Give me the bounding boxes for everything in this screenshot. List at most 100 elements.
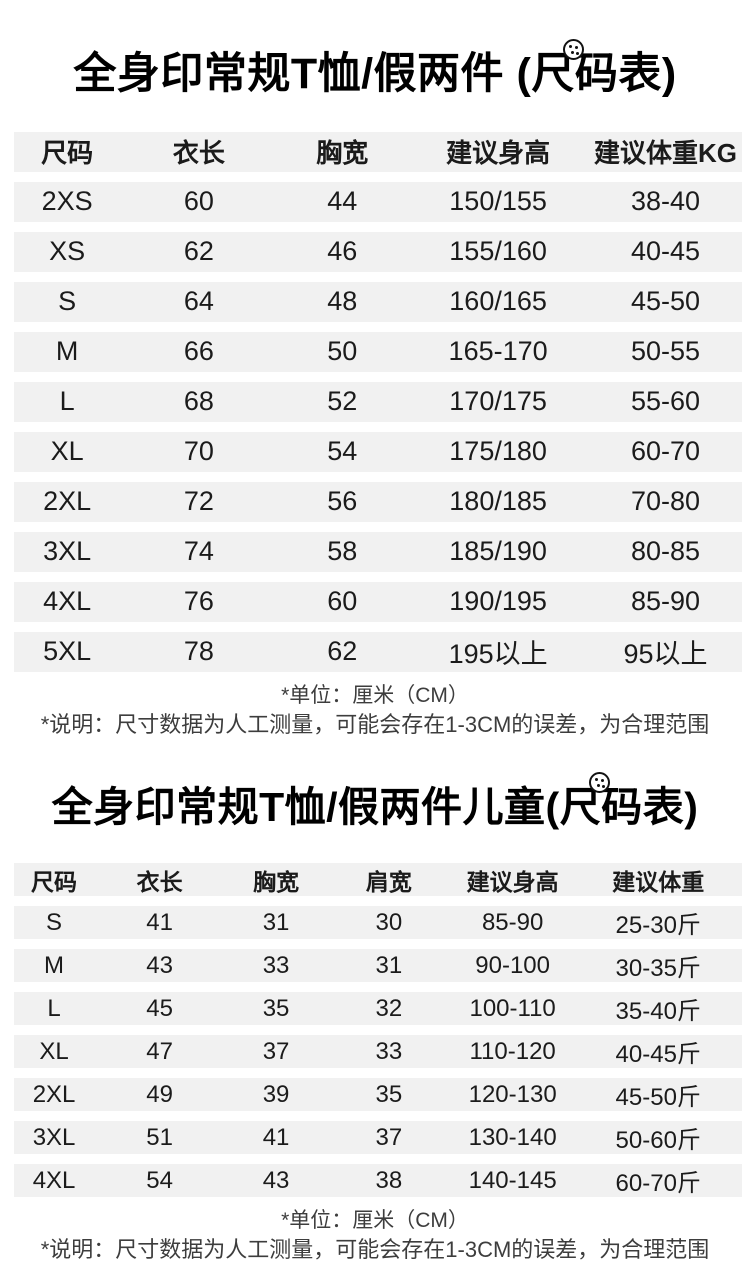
kids-size-table: 尺码 衣长 胸宽 肩宽 建议身高 建议体重 S 41 31 30 85-90 25-30斤 M 43 33 3… xyxy=(14,863,742,1198)
header-cell: 建议体重 xyxy=(612,868,705,895)
data-cell: L xyxy=(59,386,75,417)
data-cell: 80-85 xyxy=(631,536,701,567)
data-cell: 160/165 xyxy=(449,286,547,317)
data-cell: 3XL xyxy=(43,536,92,567)
data-cell: 55-60 xyxy=(631,386,701,417)
data-cell: 66 xyxy=(183,336,214,367)
data-cell: 3XL xyxy=(32,1123,76,1151)
data-cell: 47 xyxy=(146,1037,173,1065)
kids-unit-note: *单位：厘米（CM） xyxy=(281,1209,469,1233)
data-cell: 60-70斤 xyxy=(615,1170,701,1198)
data-cell: 78 xyxy=(183,636,214,667)
logo-badge-icon xyxy=(589,771,611,793)
data-cell: S xyxy=(46,908,63,936)
data-cell: 54 xyxy=(327,436,358,467)
data-cell: M xyxy=(55,336,79,367)
table-header-row: 尺码 衣长 胸宽 建议身高 建议体重KG xyxy=(14,131,742,172)
table-row: 2XL 49 39 35 120-130 45-50斤 xyxy=(14,1078,742,1112)
data-cell: 70-80 xyxy=(631,486,701,517)
data-cell: 62 xyxy=(327,636,358,667)
data-cell: XS xyxy=(49,236,86,267)
data-cell: 64 xyxy=(183,286,214,317)
data-cell: 38-40 xyxy=(631,186,701,217)
data-cell: 51 xyxy=(146,1123,173,1151)
data-cell: 39 xyxy=(262,1080,290,1108)
data-cell: 74 xyxy=(183,536,214,567)
data-cell: 165-170 xyxy=(448,336,548,367)
data-cell: 68 xyxy=(183,386,214,417)
table-header-row: 尺码 衣长 胸宽 肩宽 建议身高 建议体重 xyxy=(14,863,742,897)
adult-size-chart-title: 全身印常规T恤/假两件 (尺 码表) xyxy=(0,29,750,103)
data-cell: 110-120 xyxy=(469,1037,556,1065)
data-cell: 48 xyxy=(327,286,358,317)
data-cell: 37 xyxy=(375,1123,403,1151)
data-cell: 31 xyxy=(375,951,403,979)
data-cell: 50-60斤 xyxy=(615,1127,701,1155)
data-cell: 35 xyxy=(262,994,290,1022)
data-cell: 45 xyxy=(146,994,173,1022)
adult-title-text-post: 码表) xyxy=(574,49,677,98)
kids-notes: *单位：厘米（CM） *说明：尺寸数据为人工测量，可能会存在1-3CM的误差，为… xyxy=(0,1207,750,1265)
data-cell: 190/195 xyxy=(449,586,547,617)
data-cell: 90-100 xyxy=(475,951,550,979)
data-cell: 180/185 xyxy=(449,486,547,517)
data-cell: 46 xyxy=(327,236,358,267)
data-cell: 37 xyxy=(262,1037,290,1065)
data-cell: 35-40斤 xyxy=(615,998,701,1026)
data-cell: 31 xyxy=(262,908,290,936)
data-cell: 25-30斤 xyxy=(615,912,701,940)
header-cell: 尺码 xyxy=(31,868,78,895)
adult-unit-note: *单位：厘米（CM） xyxy=(281,683,469,707)
table-row: M 66 50 165-170 50-55 xyxy=(14,331,742,372)
table-row: 4XL 76 60 190/195 85-90 xyxy=(14,581,742,622)
data-cell: 140-145 xyxy=(468,1166,557,1194)
data-cell: S xyxy=(58,286,77,317)
data-cell: 43 xyxy=(262,1166,290,1194)
data-cell: 35 xyxy=(375,1080,403,1108)
data-cell: 70 xyxy=(183,436,214,467)
data-cell: 150/155 xyxy=(449,186,547,217)
data-cell: 175/180 xyxy=(449,436,547,467)
table-row: S 64 48 160/165 45-50 xyxy=(14,281,742,322)
data-cell: 30 xyxy=(375,908,403,936)
data-cell: 2XS xyxy=(41,186,93,217)
header-cell: 建议体重KG xyxy=(594,138,738,169)
kids-title-text-pre: 全身印常规T恤/假两件儿童( xyxy=(51,783,560,830)
data-cell: 155/160 xyxy=(449,236,547,267)
data-cell: 170/175 xyxy=(449,386,547,417)
data-cell: 195以上 xyxy=(448,639,548,670)
adult-title-text-pre: 全身印常规T恤/假两件 ( xyxy=(73,49,532,98)
data-cell: 43 xyxy=(146,951,173,979)
table-row: XL 47 37 33 110-120 40-45斤 xyxy=(14,1035,742,1069)
data-cell: 50 xyxy=(327,336,358,367)
header-cell: 尺码 xyxy=(41,138,94,169)
table-row: XS 62 46 155/160 40-45 xyxy=(14,231,742,272)
header-cell: 胸宽 xyxy=(316,138,369,169)
kids-size-chart-title: 全身印常规T恤/假两件儿童(尺 码表) xyxy=(0,771,750,836)
header-cell: 衣长 xyxy=(136,868,183,895)
logo-badge-icon xyxy=(562,38,584,60)
data-cell: 95以上 xyxy=(623,639,708,670)
data-cell: 54 xyxy=(146,1166,173,1194)
data-cell: 85-90 xyxy=(631,586,701,617)
table-row: S 41 31 30 85-90 25-30斤 xyxy=(14,906,742,940)
data-cell: M xyxy=(44,951,65,979)
kids-title-text-post: 码表) xyxy=(601,783,699,830)
header-cell: 胸宽 xyxy=(253,868,300,895)
data-cell: 49 xyxy=(146,1080,173,1108)
table-row: M 43 33 31 90-100 30-35斤 xyxy=(14,949,742,983)
data-cell: 5XL xyxy=(43,636,92,667)
table-row: 3XL 74 58 185/190 80-85 xyxy=(14,531,742,572)
data-cell: 33 xyxy=(375,1037,403,1065)
data-cell: 38 xyxy=(375,1166,403,1194)
header-cell: 衣长 xyxy=(172,138,225,169)
data-cell: 41 xyxy=(262,1123,290,1151)
data-cell: 41 xyxy=(146,908,173,936)
data-cell: 2XL xyxy=(43,486,92,517)
data-cell: 44 xyxy=(327,186,358,217)
data-cell: 45-50 xyxy=(631,286,701,317)
data-cell: 2XL xyxy=(32,1080,76,1108)
table-row: 2XS 60 44 150/155 38-40 xyxy=(14,181,742,222)
data-cell: 60 xyxy=(183,186,214,217)
header-cell: 建议身高 xyxy=(466,868,559,895)
